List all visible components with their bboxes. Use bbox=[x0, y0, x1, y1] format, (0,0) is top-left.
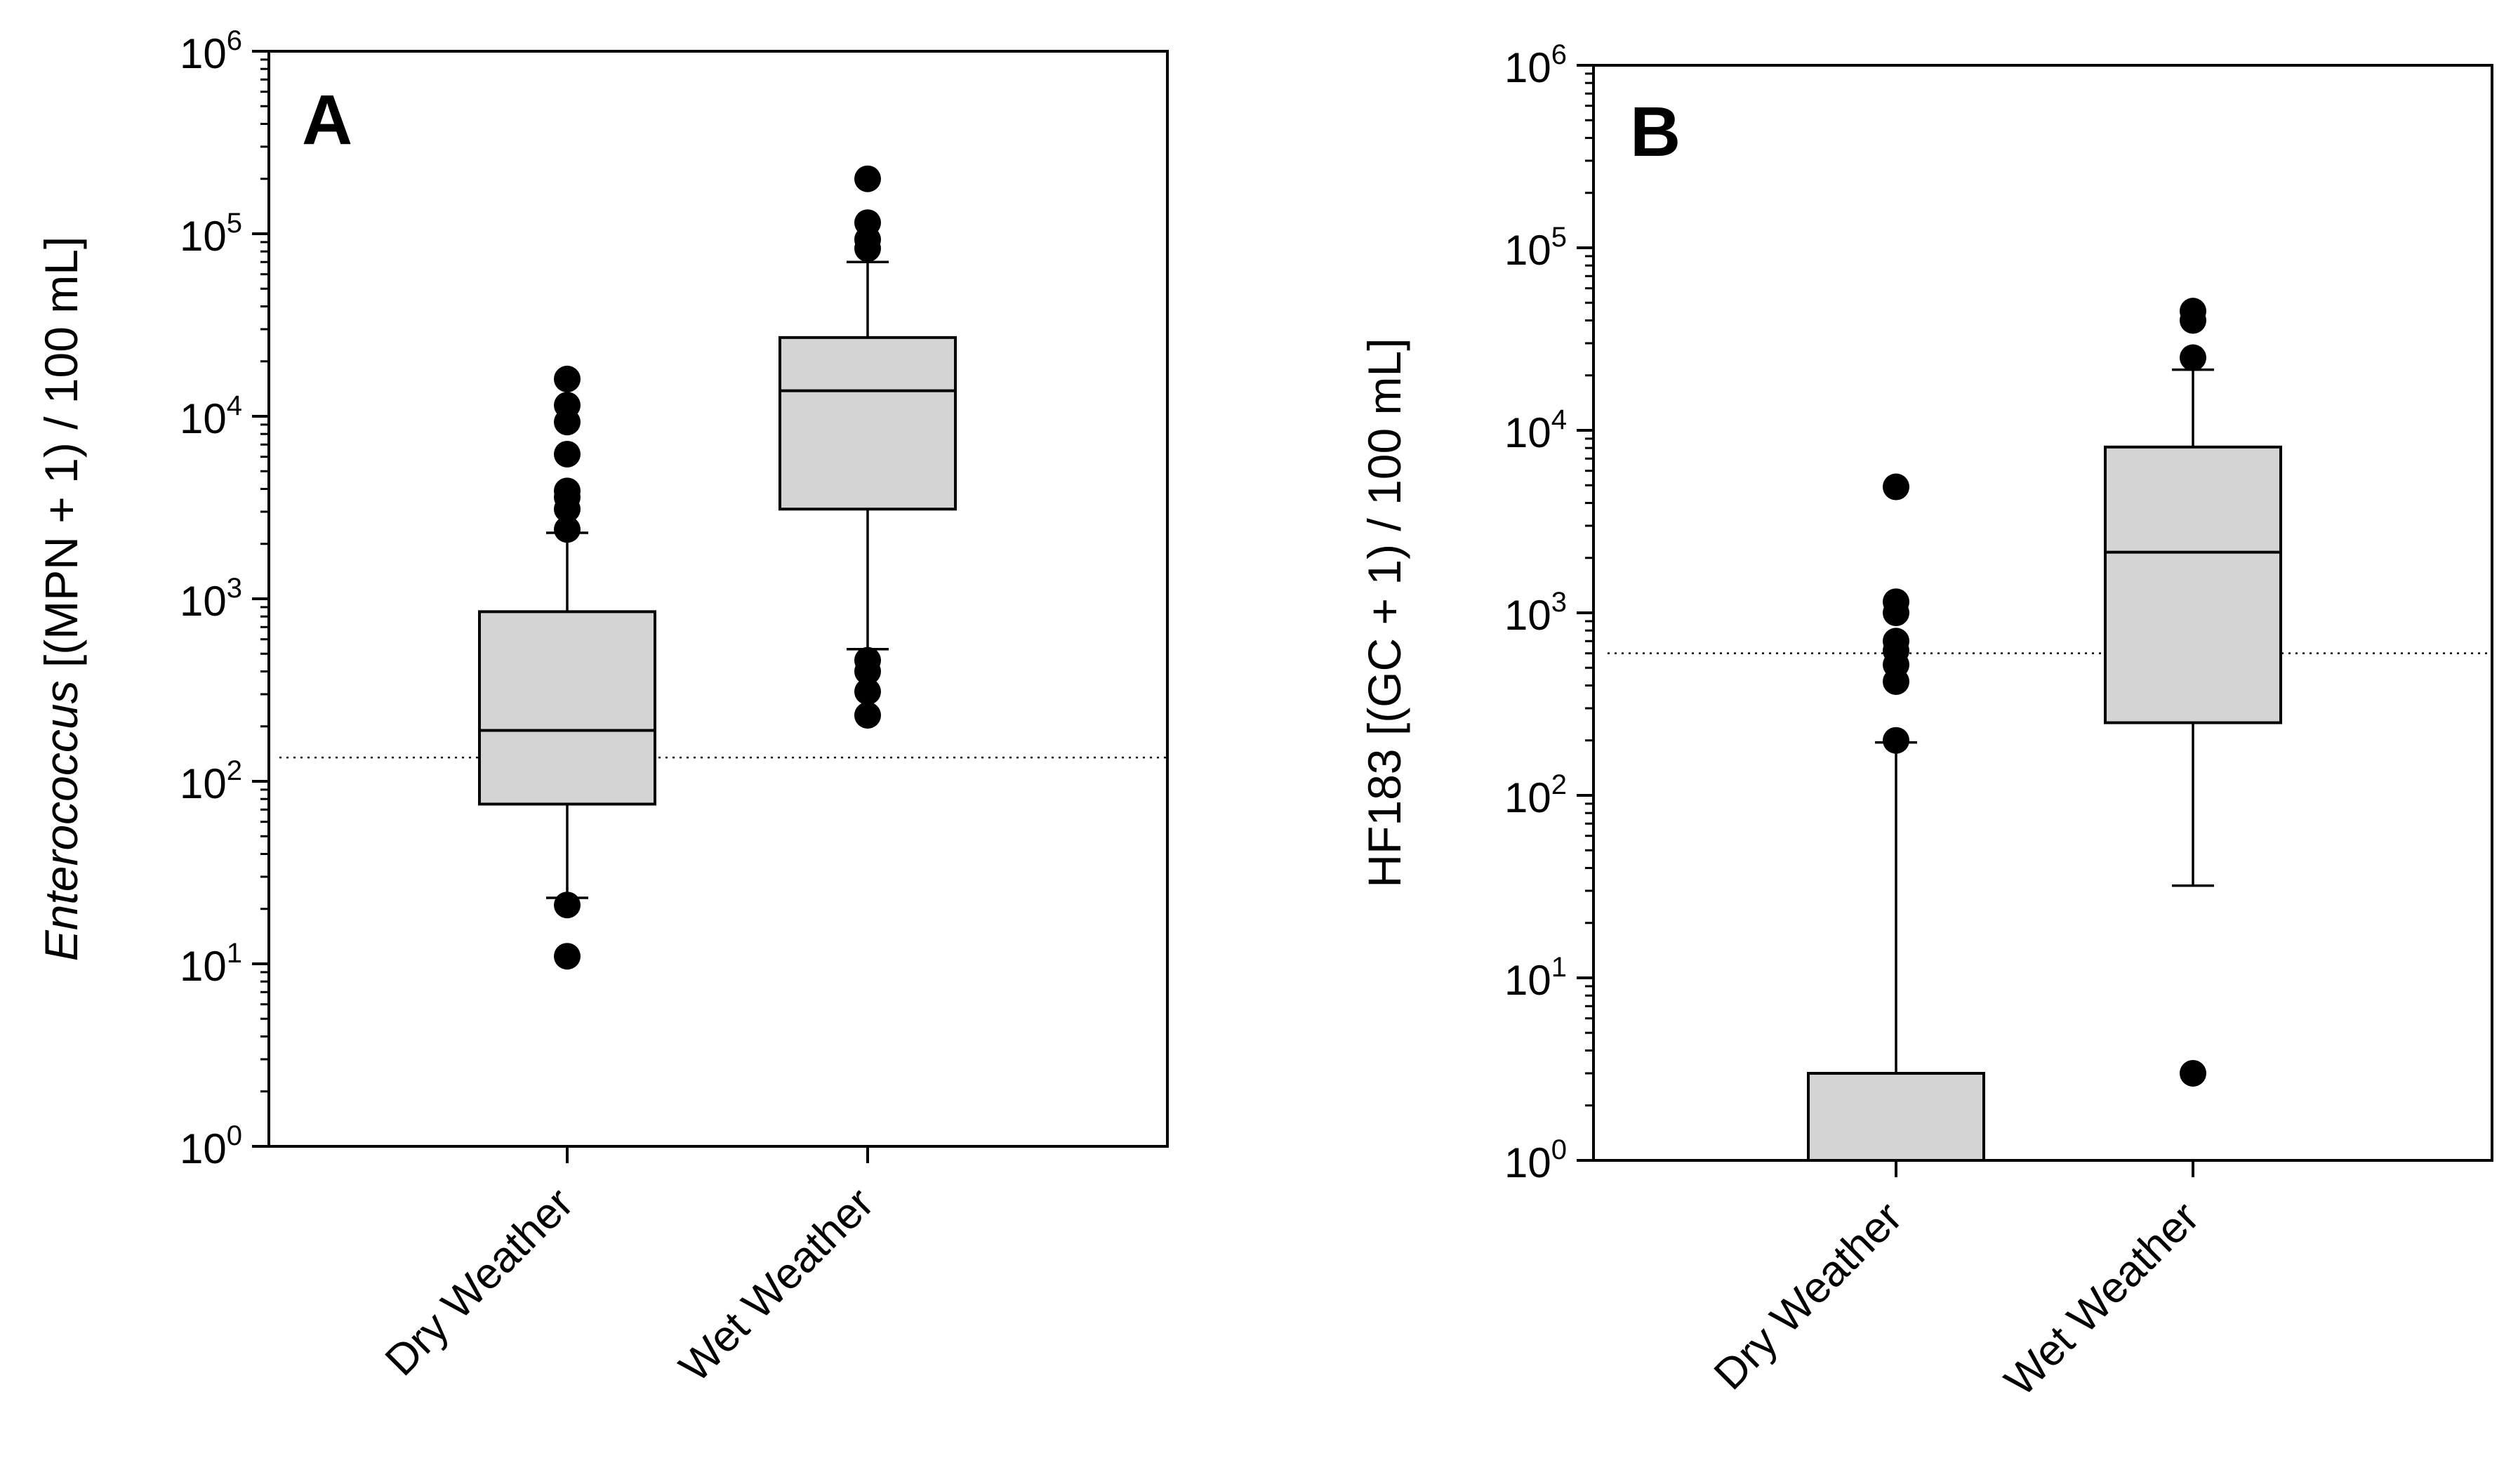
box-dry bbox=[1807, 473, 1985, 1162]
iqr-box bbox=[1807, 1071, 1985, 1162]
box-wet bbox=[778, 165, 957, 729]
box-wet bbox=[2104, 298, 2282, 1087]
panel-letter: A bbox=[302, 81, 352, 159]
plot-frame bbox=[1592, 64, 2493, 1162]
y-tick-label: 105 bbox=[1504, 222, 1567, 274]
outlier-point bbox=[1883, 727, 1909, 754]
outlier-point bbox=[1883, 473, 1909, 501]
y-axis-title: Enterococcus [(MPN + 1) / 100 mL] bbox=[35, 237, 87, 962]
y-tick-label: 106 bbox=[180, 25, 242, 77]
y-tick-label: 106 bbox=[1504, 39, 1567, 91]
y-tick-label: 104 bbox=[1504, 404, 1567, 456]
y-tick-label: 103 bbox=[1504, 587, 1567, 639]
outlier-point bbox=[854, 647, 881, 674]
iqr-box bbox=[778, 336, 957, 511]
y-tick-label: 100 bbox=[180, 1120, 242, 1172]
category-label: Wet Weather bbox=[670, 1179, 883, 1391]
outlier-point bbox=[1883, 588, 1909, 616]
outlier-point bbox=[554, 892, 581, 919]
outlier-point bbox=[554, 365, 581, 392]
box-dry bbox=[478, 365, 656, 970]
outlier-point bbox=[1883, 628, 1909, 655]
panel-letter: B bbox=[1630, 93, 1681, 171]
category-label: Dry Weather bbox=[376, 1179, 583, 1385]
outlier-point bbox=[854, 701, 881, 729]
y-tick-label: 103 bbox=[180, 573, 242, 625]
outlier-point bbox=[854, 678, 881, 705]
outlier-point bbox=[554, 477, 581, 505]
outlier-point bbox=[554, 440, 581, 468]
category-label: Wet Weather bbox=[1996, 1193, 2208, 1405]
panel-a: 100 101 102 103 104 105 106 Enterococcus [(MPN … bbox=[35, 25, 1169, 1391]
iqr-box bbox=[2104, 445, 2282, 724]
category-label: Dry Weather bbox=[1705, 1193, 1911, 1399]
y-tick-label: 102 bbox=[1504, 769, 1567, 821]
outlier-point bbox=[854, 165, 881, 192]
y-tick-label: 100 bbox=[1504, 1134, 1567, 1186]
outlier-point bbox=[554, 943, 581, 970]
y-tick-label: 101 bbox=[180, 938, 242, 990]
outlier-point bbox=[554, 392, 581, 419]
y-tick-label: 102 bbox=[180, 755, 242, 807]
y-tick-label: 101 bbox=[1504, 952, 1567, 1004]
outlier-point bbox=[554, 516, 581, 543]
outlier-point bbox=[2180, 344, 2206, 371]
y-tick-label: 105 bbox=[180, 208, 242, 260]
plot-frame bbox=[267, 50, 1169, 1148]
outlier-point bbox=[854, 209, 881, 237]
panel-b: 100 101 102 103 104 105 106 HF183 [(GC + 1) / 1… bbox=[1358, 39, 2493, 1405]
outlier-point bbox=[2180, 1059, 2206, 1087]
iqr-box bbox=[478, 610, 656, 806]
y-axis-title: HF183 [(GC + 1) / 100 mL] bbox=[1358, 338, 1410, 887]
outlier-point bbox=[2180, 298, 2206, 325]
y-tick-label: 104 bbox=[180, 390, 242, 442]
